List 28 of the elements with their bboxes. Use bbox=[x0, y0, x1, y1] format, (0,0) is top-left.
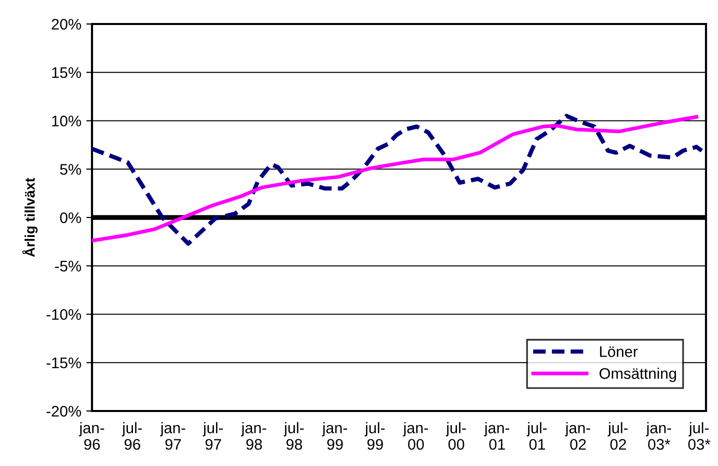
legend-label: Löner bbox=[600, 346, 638, 358]
y-tick-label: 5% bbox=[60, 164, 82, 175]
y-tick-label: -20% bbox=[46, 406, 82, 417]
y-tick-label: -15% bbox=[46, 358, 82, 368]
y-tick-label: 10% bbox=[52, 116, 82, 126]
legend-label: Omsättning bbox=[600, 368, 676, 382]
x-tick-label: jan- 96 bbox=[78, 422, 104, 450]
x-tick-label: jan- 03* bbox=[646, 422, 672, 450]
y-tick-label: 15% bbox=[52, 67, 82, 78]
x-tick-label: jul- 02 bbox=[608, 422, 628, 450]
y-tick-label: -10% bbox=[46, 309, 82, 320]
x-tick-label: jan- 02 bbox=[564, 422, 590, 450]
x-tick-label: jan- 97 bbox=[160, 422, 186, 450]
y-tick-label: 20% bbox=[52, 18, 82, 30]
y-axis-title: Årlig tillväxt bbox=[22, 178, 38, 257]
x-tick-label: jul- 96 bbox=[122, 422, 142, 450]
x-tick-label: jul- 99 bbox=[364, 422, 385, 450]
y-tick-label: -5% bbox=[55, 260, 82, 272]
x-tick-label: jul- 03* bbox=[688, 422, 710, 450]
x-tick-label: jan- 98 bbox=[240, 422, 266, 450]
x-tick-label: jan- 01 bbox=[484, 422, 510, 450]
y-tick-label: 0% bbox=[60, 212, 82, 224]
x-tick-label: jul- 01 bbox=[526, 422, 547, 450]
x-tick-label: jan- 99 bbox=[322, 422, 348, 450]
x-tick-label: jul- 98 bbox=[284, 422, 304, 450]
x-tick-label: jul- 00 bbox=[446, 422, 466, 450]
x-tick-label: jul- 97 bbox=[202, 422, 223, 450]
x-tick-label: jan- 00 bbox=[402, 422, 428, 450]
